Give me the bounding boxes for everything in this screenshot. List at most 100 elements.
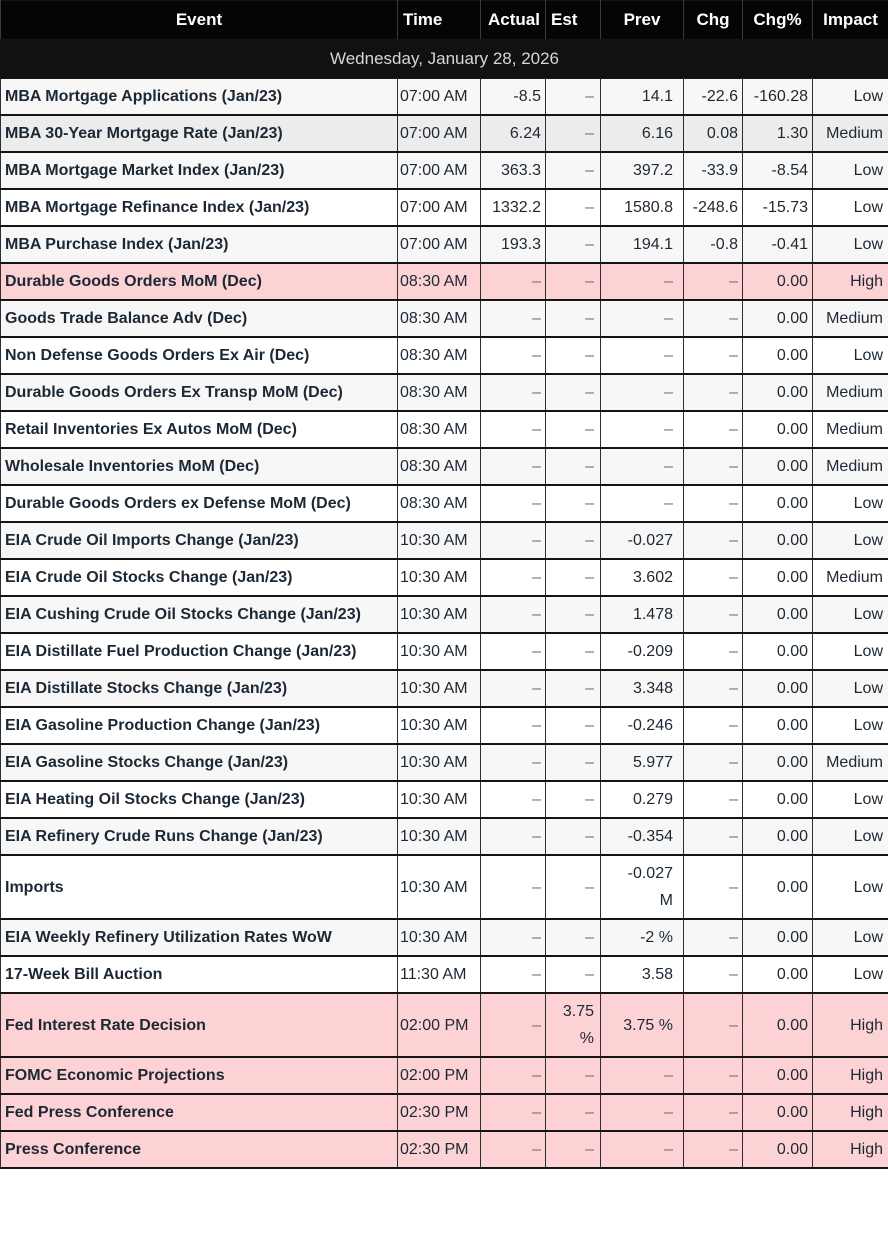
est-cell: – <box>545 595 601 634</box>
calendar-row[interactable]: EIA Refinery Crude Runs Change (Jan/23) 1… <box>0 817 888 856</box>
calendar-row[interactable]: Fed Interest Rate Decision 02:00 PM –3.75 … <box>0 992 888 1058</box>
actual-cell: – <box>480 373 546 412</box>
chg-pct-cell: 0.00 <box>742 299 813 338</box>
calendar-row[interactable]: Retail Inventories Ex Autos MoM (Dec) 08:… <box>0 410 888 449</box>
event-cell: 17-Week Bill Auction <box>0 955 398 994</box>
actual-cell: 193.3 <box>480 225 546 264</box>
calendar-row[interactable]: Imports 10:30 AM – – -0.027 M –0.00 Low <box>0 854 888 920</box>
chg-cell: -248.6 <box>683 188 743 227</box>
calendar-row[interactable]: Wholesale Inventories MoM (Dec) 08:30 AM –… <box>0 447 888 486</box>
est-cell: – <box>545 484 601 523</box>
calendar-row[interactable]: Non Defense Goods Orders Ex Air (Dec) 08:… <box>0 336 888 375</box>
prev-cell: -0.027 M <box>600 854 684 920</box>
time-cell: 10:30 AM <box>397 780 481 819</box>
impact-cell: Low <box>812 955 888 994</box>
prev-cell: 5.977 <box>600 743 684 782</box>
prev-cell: – <box>600 299 684 338</box>
chg-cell: – <box>683 299 743 338</box>
calendar-row[interactable]: Fed Press Conference 02:30 PM – – – –0.00 High <box>0 1093 888 1132</box>
est-cell: – <box>545 299 601 338</box>
calendar-row[interactable]: Durable Goods Orders MoM (Dec) 08:30 AM – –… <box>0 262 888 301</box>
chg-pct-cell: 0.00 <box>742 780 813 819</box>
impact-cell: Low <box>812 817 888 856</box>
est-cell: – <box>545 151 601 190</box>
event-cell: EIA Crude Oil Stocks Change (Jan/23) <box>0 558 398 597</box>
prev-cell: -0.027 <box>600 521 684 560</box>
prev-cell: 3.58 <box>600 955 684 994</box>
calendar-row[interactable]: EIA Gasoline Stocks Change (Jan/23) 10:30… <box>0 743 888 782</box>
calendar-row[interactable]: 17-Week Bill Auction 11:30 AM – –3.58–0.00 L… <box>0 955 888 994</box>
calendar-row[interactable]: Goods Trade Balance Adv (Dec) 08:30 AM – – –… <box>0 299 888 338</box>
time-cell: 10:30 AM <box>397 743 481 782</box>
chg-cell: – <box>683 780 743 819</box>
calendar-row[interactable]: FOMC Economic Projections 02:00 PM – – – –0.0… <box>0 1056 888 1095</box>
event-cell: MBA 30-Year Mortgage Rate (Jan/23) <box>0 114 398 153</box>
chg-cell: – <box>683 743 743 782</box>
event-cell: Non Defense Goods Orders Ex Air (Dec) <box>0 336 398 375</box>
economic-calendar: Event Time Actual Est Prev Chg Chg% Impa… <box>0 0 888 1169</box>
actual-cell: – <box>480 817 546 856</box>
time-cell: 07:00 AM <box>397 114 481 153</box>
est-cell: 3.75 % <box>545 992 601 1058</box>
est-cell: – <box>545 521 601 560</box>
time-cell: 10:30 AM <box>397 558 481 597</box>
time-cell: 07:00 AM <box>397 188 481 227</box>
impact-cell: High <box>812 1056 888 1095</box>
date-row: Wednesday, January 28, 2026 <box>0 39 888 79</box>
time-cell: 10:30 AM <box>397 632 481 671</box>
calendar-row[interactable]: MBA Mortgage Applications (Jan/23) 07:00 … <box>0 77 888 116</box>
calendar-row[interactable]: EIA Weekly Refinery Utilization Rates Wo… <box>0 918 888 957</box>
event-cell: Fed Interest Rate Decision <box>0 992 398 1058</box>
prev-cell: 3.602 <box>600 558 684 597</box>
calendar-row[interactable]: EIA Distillate Fuel Production Change (J… <box>0 632 888 671</box>
actual-cell: – <box>480 992 546 1058</box>
calendar-row[interactable]: Press Conference 02:30 PM – – – –0.00 High <box>0 1130 888 1169</box>
est-cell: – <box>545 225 601 264</box>
calendar-row[interactable]: MBA Mortgage Market Index (Jan/23) 07:00 … <box>0 151 888 190</box>
impact-cell: Low <box>812 151 888 190</box>
calendar-row[interactable]: Durable Goods Orders ex Defense MoM (Dec… <box>0 484 888 523</box>
chg-pct-cell: 1.30 <box>742 114 813 153</box>
calendar-row[interactable]: EIA Gasoline Production Change (Jan/23) 1… <box>0 706 888 745</box>
time-cell: 10:30 AM <box>397 706 481 745</box>
chg-cell: – <box>683 447 743 486</box>
chg-cell: – <box>683 336 743 375</box>
chg-cell: – <box>683 854 743 920</box>
time-cell: 07:00 AM <box>397 151 481 190</box>
impact-cell: Low <box>812 632 888 671</box>
chg-cell: – <box>683 955 743 994</box>
time-cell: 10:30 AM <box>397 669 481 708</box>
calendar-row[interactable]: EIA Distillate Stocks Change (Jan/23) 10:… <box>0 669 888 708</box>
calendar-row[interactable]: EIA Heating Oil Stocks Change (Jan/23) 10… <box>0 780 888 819</box>
chg-pct-cell: 0.00 <box>742 521 813 560</box>
time-cell: 11:30 AM <box>397 955 481 994</box>
calendar-row[interactable]: EIA Crude Oil Imports Change (Jan/23) 10:… <box>0 521 888 560</box>
chg-pct-cell: -8.54 <box>742 151 813 190</box>
actual-cell: 6.24 <box>480 114 546 153</box>
chg-cell: – <box>683 992 743 1058</box>
calendar-row[interactable]: EIA Cushing Crude Oil Stocks Change (Jan… <box>0 595 888 634</box>
actual-cell: – <box>480 632 546 671</box>
chg-cell: -33.9 <box>683 151 743 190</box>
actual-cell: – <box>480 595 546 634</box>
calendar-row[interactable]: Durable Goods Orders Ex Transp MoM (Dec)… <box>0 373 888 412</box>
calendar-row[interactable]: EIA Crude Oil Stocks Change (Jan/23) 10:3… <box>0 558 888 597</box>
column-header-actual: Actual <box>480 0 546 41</box>
time-cell: 07:00 AM <box>397 77 481 116</box>
actual-cell: – <box>480 780 546 819</box>
chg-pct-cell: 0.00 <box>742 410 813 449</box>
event-cell: Retail Inventories Ex Autos MoM (Dec) <box>0 410 398 449</box>
prev-cell: 14.1 <box>600 77 684 116</box>
est-cell: – <box>545 188 601 227</box>
calendar-row[interactable]: MBA Mortgage Refinance Index (Jan/23) 07:… <box>0 188 888 227</box>
calendar-row[interactable]: MBA 30-Year Mortgage Rate (Jan/23) 07:00 … <box>0 114 888 153</box>
prev-cell: – <box>600 336 684 375</box>
est-cell: – <box>545 1056 601 1095</box>
actual-cell: – <box>480 854 546 920</box>
chg-cell: – <box>683 484 743 523</box>
prev-cell: – <box>600 1056 684 1095</box>
actual-cell: – <box>480 669 546 708</box>
calendar-row[interactable]: MBA Purchase Index (Jan/23) 07:00 AM 193.3… <box>0 225 888 264</box>
chg-pct-cell: -0.41 <box>742 225 813 264</box>
column-header-est: Est <box>545 0 601 41</box>
